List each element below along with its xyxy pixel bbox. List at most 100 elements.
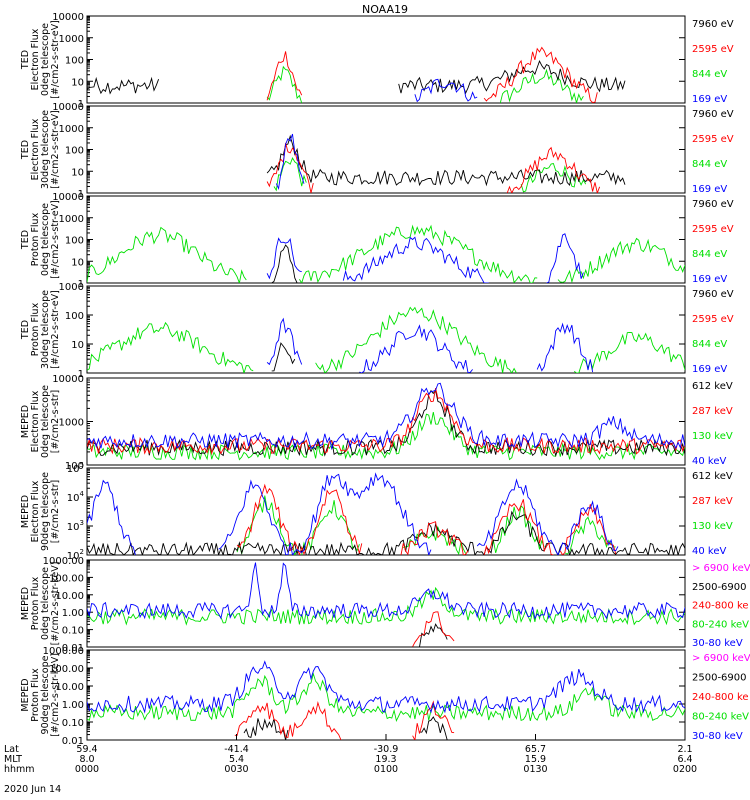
y-tick-label: 0.01 (62, 736, 84, 747)
y-axis-label-line: [#/cm2-s-str-keV] (50, 653, 61, 737)
series-blue (275, 133, 305, 190)
y-axis-label-line: 30deg telescope (40, 110, 51, 189)
series-green (236, 495, 616, 555)
panel-frame (86, 559, 686, 648)
y-axis-label-line: TED (20, 50, 31, 70)
legend-entry: 844 eV (692, 69, 727, 80)
panel-1: 10000 1000 100 10 1 TEDElectron Flux0deg tele… (20, 12, 734, 110)
y-axis-label-line: 90deg telescope (40, 655, 51, 734)
y-tick-label: 10 (71, 167, 84, 178)
y-tick-label: 0.10 (62, 718, 84, 729)
y-tick-exponent: 3 (80, 519, 84, 527)
panel-2: 10000 1000 100 10 1 TEDElectron Flux30deg tel… (20, 102, 734, 200)
y-tick-label: 1000 (59, 34, 84, 45)
y-tick-label: 100 (65, 236, 84, 247)
x-tick-label-mlt: 19.3 (375, 754, 396, 765)
series-black (271, 244, 298, 283)
y-axis-label-line: [#/cm2-s-str-keV] (50, 562, 61, 646)
y-axis-label-line: [#/cm2-s-str] (50, 390, 61, 453)
series-group (87, 306, 685, 373)
legend-entry: 2595 eV (692, 44, 734, 55)
legend-entry: 2500-6900 (692, 582, 747, 593)
series-group (266, 133, 626, 193)
panel-4: 1000 100 10 1 TEDProton Flux30deg telescope[… (20, 282, 734, 380)
x-tick-label-hhmm: 0130 (523, 764, 547, 775)
y-axis-label-line: Proton Flux (30, 302, 41, 356)
y-tick-label: 10.00 (55, 682, 84, 693)
series-green (87, 224, 685, 283)
legend-entry: > 6900 keV (692, 653, 750, 664)
x-tick-label-lat: 59.4 (76, 744, 97, 755)
series-group (87, 382, 685, 461)
y-tick-label: 103 (67, 519, 84, 533)
y-axis-label-line: 0deg telescope (40, 203, 51, 276)
series-blue (414, 78, 478, 103)
y-tick-label: 1.00 (62, 608, 84, 619)
legend-entry: 844 eV (692, 249, 727, 260)
y-axis-label-line: 30deg telescope (40, 290, 51, 369)
y-tick-exponent: 2 (80, 548, 84, 556)
y-axis-label-line: [#/cm2-s-str-eV] (50, 290, 61, 369)
y-tick-label: 0.01 (62, 643, 84, 654)
series-green (87, 672, 685, 723)
series-group (87, 472, 685, 555)
y-tick-label: 1000 (59, 282, 84, 293)
legend-entry: 40 keV (692, 546, 726, 557)
y-axis-label-line: 90deg telescope (40, 472, 51, 551)
y-tick-label: 10000 (52, 102, 84, 113)
legend-entry: 80-240 keV (692, 619, 749, 630)
y-axis-label-line: Electron Flux (30, 390, 41, 452)
y-axis-label: TEDProton Flux30deg telescope[#/cm2-s-st… (20, 290, 61, 369)
series-red (266, 142, 601, 193)
legend-entry: 30-80 keV (692, 638, 743, 649)
legend-entry: 30-80 keV (692, 731, 743, 742)
figure-title: NOAA19 (362, 3, 408, 16)
legend-entry: 130 keV (692, 431, 733, 442)
series-blue (87, 660, 685, 714)
y-axis-label-line: TED (20, 140, 31, 160)
panel-frame (86, 15, 686, 104)
x-row-label: Lat (4, 744, 19, 755)
series-red (87, 388, 685, 456)
x-tick-label-mlt: 6.4 (677, 754, 692, 765)
x-tick-label-lat: 2.1 (677, 744, 692, 755)
legend-entry: > 6900 keV (692, 563, 750, 574)
legend-entry: 7960 eV (692, 289, 734, 300)
x-tick-label-lat: -41.4 (224, 744, 249, 755)
y-tick-label: 100 (65, 146, 84, 157)
series-red (236, 483, 617, 555)
y-axis-label-line: Electron Flux (30, 28, 41, 90)
y-tick-label: 1000 (59, 214, 84, 225)
y-axis-label: MEPEDProton Flux0deg telescope[#/cm2-s-s… (20, 562, 61, 646)
y-tick-label: 1 (78, 369, 84, 380)
series-group (87, 46, 626, 103)
series-green (266, 65, 584, 103)
legend-entry: 2595 eV (692, 314, 734, 325)
y-tick-label: 1000 (59, 418, 84, 429)
series-red (412, 611, 455, 647)
series-green (87, 586, 685, 626)
legend-entry: 844 eV (692, 159, 727, 170)
y-tick-label: 10.00 (55, 591, 84, 602)
series-blue (87, 472, 619, 555)
y-tick-label: 1000.00 (43, 646, 84, 657)
y-axis-label-line: [#/cm2-s-str] (50, 480, 61, 543)
x-tick-label-hhmm: 0200 (673, 764, 697, 775)
x-tick-label-mlt: 8.0 (79, 754, 94, 765)
legend-entry: 2595 eV (692, 134, 734, 145)
x-tick-label-lat: -30.9 (374, 744, 399, 755)
series-group (87, 660, 685, 740)
legend-entry: 80-240 keV (692, 712, 749, 723)
legend-entry: 40 keV (692, 456, 726, 467)
series-blue (87, 382, 685, 451)
y-axis-label-line: MEPED (20, 587, 31, 620)
y-tick-label: 10000 (52, 12, 84, 23)
y-axis-label: MEPEDElectron Flux0deg telescope[#/cm2-s… (20, 385, 61, 458)
y-axis-label-line: MEPED (20, 405, 31, 438)
y-axis-label: MEPEDProton Flux90deg telescope[#/cm2-s-… (20, 653, 61, 737)
x-row-label: MLT (4, 754, 22, 765)
series-green (273, 156, 587, 193)
series-blue (266, 233, 584, 283)
